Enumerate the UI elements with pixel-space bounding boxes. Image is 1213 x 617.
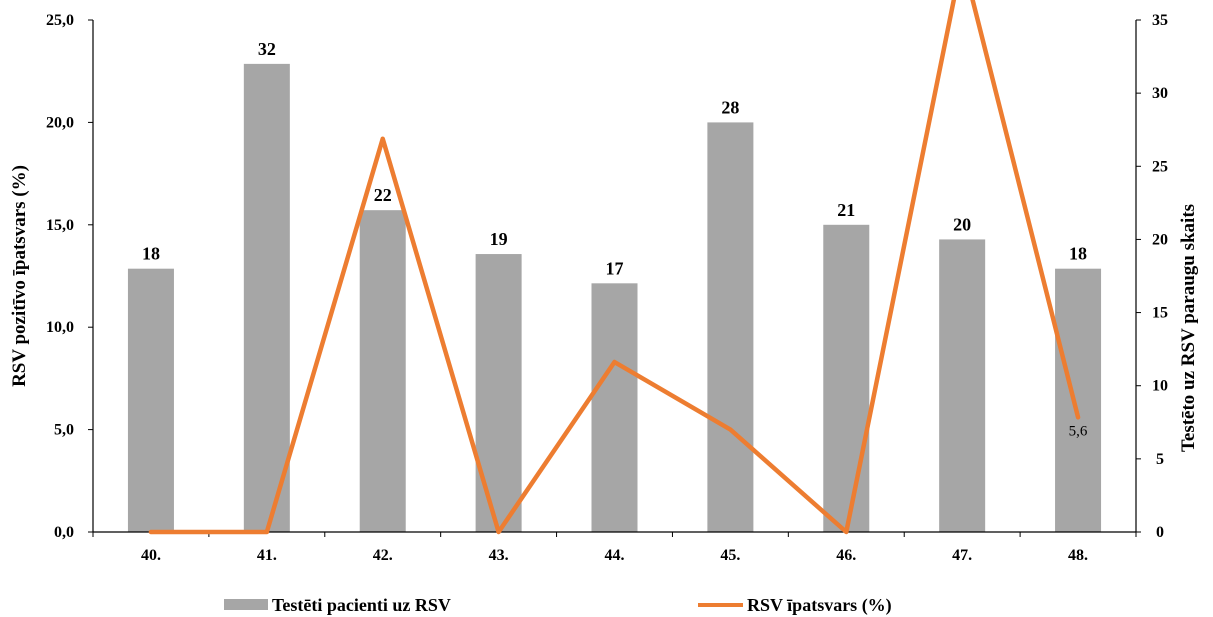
y-right-tick-label: 15 (1152, 305, 1168, 322)
bar-data-label: 32 (258, 39, 276, 59)
x-tick-label: 44. (605, 547, 625, 564)
x-tick-label: 46. (836, 547, 856, 564)
line-point (844, 530, 848, 534)
bar-data-label: 22 (374, 185, 392, 205)
legend: Testēti pacienti uz RSV RSV īpatsvars (%… (224, 595, 892, 616)
y-right-tick-label: 5 (1156, 451, 1164, 468)
line-point (265, 530, 269, 534)
y-right-tick-label: 20 (1152, 231, 1168, 248)
bar-data-label: 21 (837, 200, 855, 220)
x-tick-label: 47. (952, 547, 972, 564)
y-right-tick-label: 25 (1152, 158, 1168, 175)
x-tick-label: 40. (141, 547, 161, 564)
bar-data-label: 18 (1069, 244, 1087, 264)
y-left-tick-label: 25,0 (46, 12, 74, 29)
y-right-tick-label: 30 (1152, 85, 1168, 102)
y-right-tick-label: 0 (1156, 524, 1164, 541)
bar (707, 122, 754, 533)
x-tick-label: 41. (257, 547, 277, 564)
x-tick-label: 45. (720, 547, 740, 564)
line-data-label: 5,6 (1069, 423, 1088, 439)
x-tick-label: 48. (1068, 547, 1088, 564)
y-left-tick-label: 10,0 (46, 319, 74, 336)
bar (823, 224, 870, 533)
bar-data-label: 19 (490, 229, 508, 249)
bar (359, 210, 406, 532)
bar (939, 239, 986, 532)
legend-line-label: RSV īpatsvars (%) (747, 595, 892, 616)
line-point (1076, 415, 1080, 419)
y-right-axis-label: Testēto uz RSV paraugu skaits (1178, 204, 1199, 452)
line-point (381, 137, 385, 141)
bar (243, 63, 290, 533)
bar-data-label: 20 (953, 214, 971, 234)
y-right-tick-label: 35 (1152, 12, 1168, 29)
bar-data-label: 28 (721, 97, 739, 117)
y-left-axis-label: RSV pozitīvo īpatsvars (%) (9, 165, 30, 387)
legend-bar-swatch (224, 599, 268, 610)
line-point (149, 530, 153, 534)
y-left-tick-label: 20,0 (46, 114, 74, 131)
line-point (728, 428, 732, 432)
bar (127, 268, 174, 532)
x-tick-label: 42. (373, 547, 393, 564)
line-point (497, 530, 501, 534)
y-right-tick-label: 10 (1152, 378, 1168, 395)
line-point (613, 360, 616, 364)
bar (475, 254, 522, 533)
y-left-tick-label: 15,0 (46, 217, 74, 234)
bar-data-label: 18 (142, 244, 160, 264)
legend-bar-label: Testēti pacienti uz RSV (272, 595, 451, 615)
bar-data-label: 17 (606, 258, 624, 278)
y-left-tick-label: 5,0 (54, 422, 74, 439)
plot-area: 18 32 22 19 17 28 21 20 18 0,0 5,0 10,0 15,0 20,0 25,0… (46, 0, 1168, 564)
bar (591, 283, 638, 532)
bar (1055, 268, 1102, 532)
x-tick-label: 43. (489, 547, 509, 564)
y-left-tick-label: 0,0 (54, 524, 74, 541)
